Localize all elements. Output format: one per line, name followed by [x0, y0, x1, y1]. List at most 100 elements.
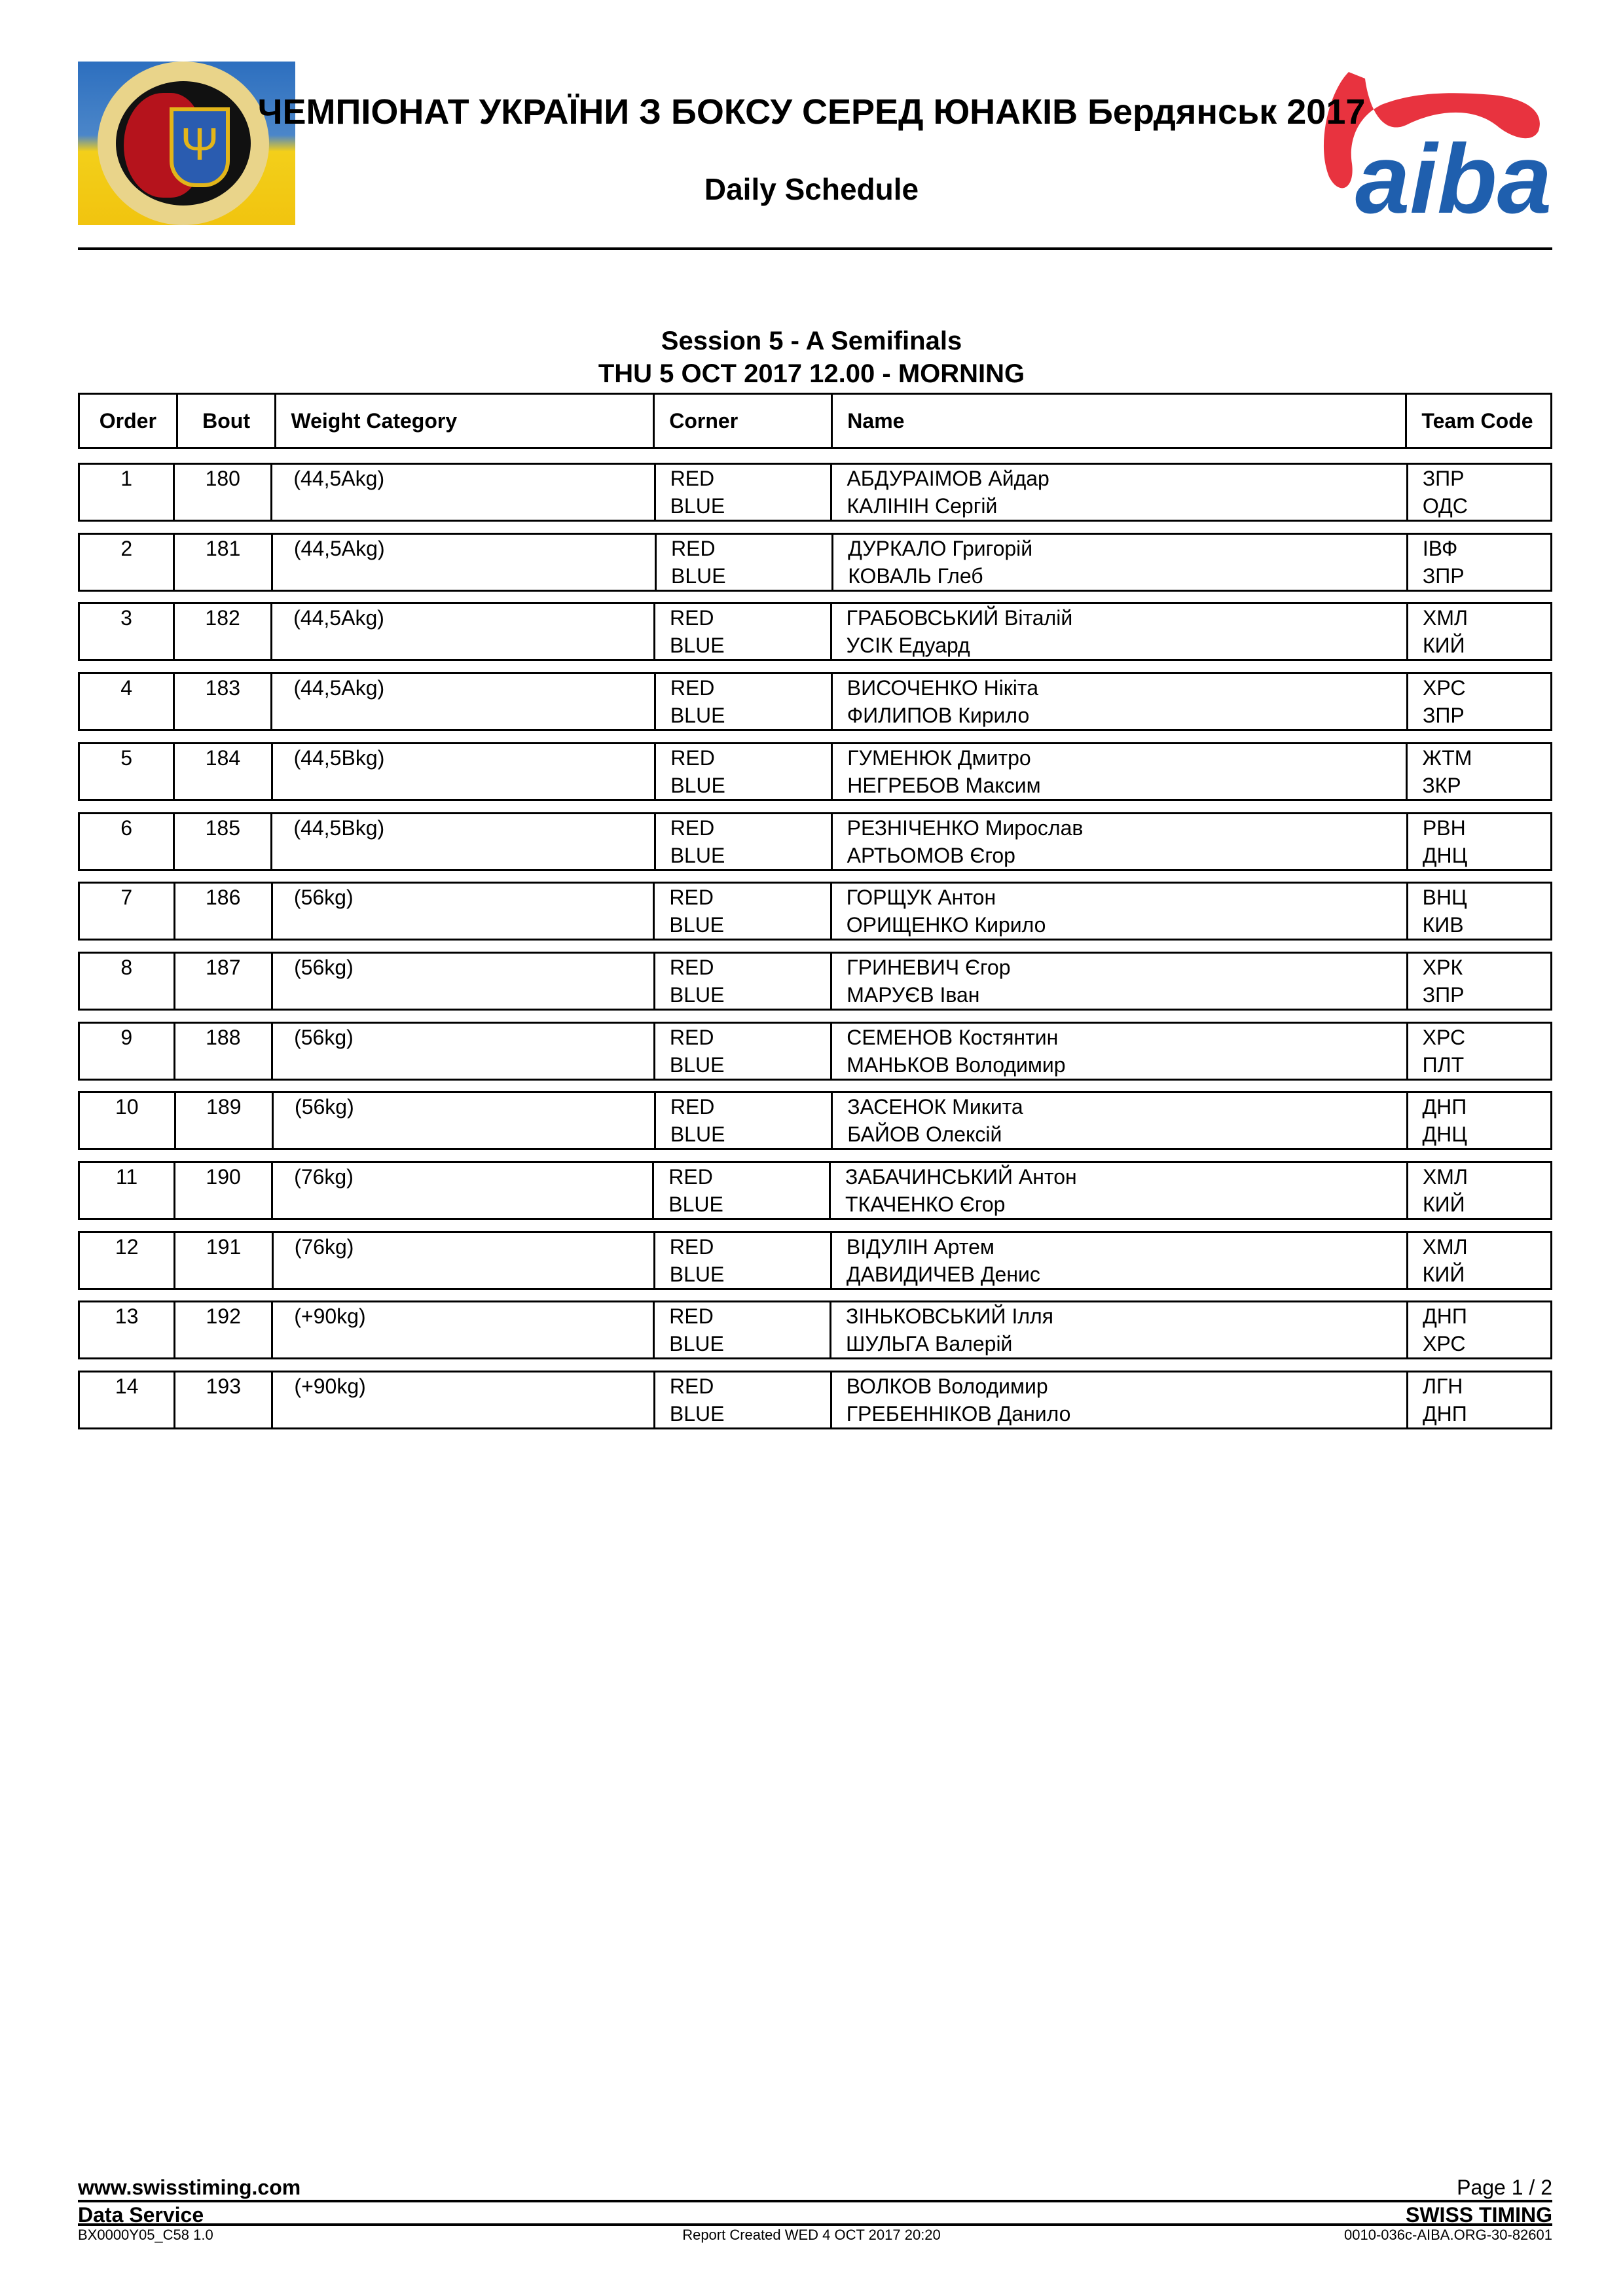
order-cell: 13 — [77, 1300, 176, 1360]
corner-blue: BLUE — [670, 843, 725, 867]
corner-red: RED — [669, 886, 714, 910]
website-link[interactable]: www.swisstiming.com — [78, 2176, 301, 2199]
blue-boxer-name: ШУЛЬГА Валерій — [846, 1332, 1013, 1356]
corner-blue: BLUE — [669, 982, 725, 1007]
blue-team-code: ЗПР — [1423, 704, 1465, 728]
corner-cell: RED BLUE — [654, 742, 833, 801]
weight-category: (56kg) — [295, 1095, 354, 1119]
bout-cell: 185 — [173, 812, 273, 871]
corner-blue: BLUE — [669, 1052, 725, 1077]
corner-cell: RED BLUE — [653, 1300, 832, 1360]
corner-blue: BLUE — [668, 1193, 723, 1216]
bout-row: 14 193 (+90kg) RED BLUE ВОЛКОВ Володимир Г… — [77, 1371, 1553, 1430]
document-id: 0010-036c-AIBA.ORG-30-82601 — [1344, 2227, 1552, 2243]
team-cell: ХМЛ КИЙ — [1406, 1230, 1553, 1290]
bout-number: 184 — [205, 745, 241, 770]
red-boxer-name: ВОЛКОВ Володимир — [846, 1374, 1048, 1399]
order-number: 13 — [115, 1304, 139, 1329]
weight-category: (56kg) — [294, 1025, 354, 1049]
red-team-code: ХМЛ — [1422, 606, 1468, 630]
red-boxer-name: ГРИНЕВИЧ Єгор — [847, 955, 1011, 979]
red-boxer-name: ГУМЕНЮК Дмитро — [847, 745, 1031, 770]
blue-team-code: ДНП — [1422, 1402, 1467, 1426]
red-boxer-name: СЕМЕНОВ Костянтин — [847, 1025, 1059, 1049]
corner-red: RED — [668, 1165, 713, 1189]
weight-category: (+90kg) — [294, 1374, 366, 1399]
blue-team-code: КИЙ — [1422, 1262, 1465, 1286]
corner-blue: BLUE — [670, 564, 726, 588]
weight-category: (44,5Akg) — [293, 536, 385, 560]
bout-row: 7 186 (56kg) RED BLUE ГОРЩУК Антон ОРИЩЕНК… — [78, 882, 1553, 941]
report-code: BX0000Y05_C58 1.0 — [78, 2227, 213, 2243]
bout-number: 193 — [206, 1374, 242, 1399]
team-cell: ДНП ДНЦ — [1406, 1091, 1552, 1151]
team-cell: ХРС ЗПР — [1406, 672, 1552, 732]
red-team-code: ЗПР — [1422, 467, 1465, 490]
bout-number: 185 — [205, 816, 240, 840]
bout-cell: 183 — [173, 672, 273, 732]
order-cell: 10 — [78, 1091, 176, 1151]
blue-team-code: ЗКР — [1422, 773, 1461, 797]
blue-team-code: ПЛТ — [1422, 1052, 1465, 1077]
order-cell: 14 — [77, 1371, 176, 1430]
red-team-code: РВН — [1422, 816, 1466, 840]
corner-red: RED — [669, 1025, 714, 1049]
name-cell: ГРАБОВСЬКИЙ Віталій УСІК Едуард — [830, 602, 1408, 662]
red-boxer-name: АБДУРАІМОВ Айдар — [847, 467, 1049, 490]
order-cell: 2 — [77, 532, 175, 592]
bout-row: 12 191 (76kg) RED BLUE ВІДУЛІН Артем ДАВИД… — [77, 1230, 1553, 1290]
corner-red: RED — [670, 676, 715, 700]
bout-cell: 181 — [173, 532, 273, 592]
order-number: 5 — [120, 745, 133, 770]
schedule-header: Order Bout Weight Category Corner Name T… — [78, 393, 1552, 449]
footer-divider — [78, 2223, 1552, 2226]
bout-number: 186 — [206, 886, 241, 910]
order-cell: 7 — [78, 882, 175, 941]
document-title: ЧЕМПІОНАТ УКРАЇНИ З БОКСУ СЕРЕД ЮНАКІВ Б… — [257, 92, 1366, 132]
blue-boxer-name: ДАВИДИЧЕВ Денис — [846, 1262, 1040, 1286]
corner-blue: BLUE — [670, 704, 725, 728]
red-boxer-name: ВИСОЧЕНКО Нікіта — [847, 676, 1038, 700]
order-cell: 9 — [78, 1021, 175, 1081]
name-cell: ЗІНЬКОВСЬКИЙ Ілля ШУЛЬГА Валерій — [830, 1300, 1409, 1360]
order-cell: 6 — [77, 812, 175, 871]
blue-boxer-name: БАЙОВ Олексій — [847, 1122, 1002, 1147]
order-number: 3 — [120, 606, 132, 630]
name-cell: ГУМЕНЮК Дмитро НЕГРЕБОВ Максим — [831, 742, 1408, 801]
blue-boxer-name: ТКАЧЕНКО Єгор — [845, 1193, 1006, 1216]
corner-cell: RED BLUE — [654, 532, 834, 592]
order-number: 8 — [120, 955, 133, 979]
corner-cell: RED BLUE — [653, 672, 833, 732]
corner-blue: BLUE — [669, 1402, 725, 1426]
ukrainian-boxing-federation-logo: Ψ — [78, 62, 295, 225]
weight-cell: (56kg) — [271, 1021, 655, 1081]
corner-blue: BLUE — [669, 1262, 725, 1286]
order-number: 12 — [115, 1234, 139, 1259]
blue-team-code: КИВ — [1422, 913, 1464, 937]
red-boxer-name: ДУРКАЛО Григорій — [848, 536, 1033, 560]
weight-category: (+90kg) — [294, 1304, 366, 1329]
blue-team-code: ХРС — [1423, 1332, 1466, 1356]
bout-row: 1 180 (44,5Akg) RED BLUE АБДУРАІМОВ Айдар… — [77, 463, 1553, 522]
footer-divider — [78, 2200, 1552, 2202]
order-number: 7 — [120, 886, 133, 910]
bout-row: 8 187 (56kg) RED BLUE ГРИНЕВИЧ Єгор МАРУЄВ… — [78, 951, 1553, 1011]
red-boxer-name: ЗІНЬКОВСЬКИЙ Ілля — [846, 1304, 1053, 1329]
header-weight: Weight Category — [274, 393, 655, 449]
blue-team-code: КИЙ — [1422, 634, 1465, 658]
weight-category: (56kg) — [294, 955, 354, 979]
name-cell: ЗАСЕНОК Микита БАЙОВ Олексій — [831, 1091, 1408, 1151]
team-cell: ЛГН ДНП — [1406, 1371, 1553, 1430]
header-order: Order — [78, 393, 178, 449]
corner-red: RED — [670, 816, 715, 840]
name-cell: ВИСОЧЕНКО Нікіта ФИЛИПОВ Кирило — [830, 672, 1409, 732]
weight-cell: (44,5Akg) — [270, 532, 657, 592]
blue-boxer-name: КОВАЛЬ Глеб — [848, 564, 983, 588]
red-team-code: ХМЛ — [1422, 1165, 1468, 1189]
corner-red: RED — [670, 467, 715, 490]
weight-cell: (44,5Bkg) — [270, 742, 657, 801]
weight-cell: (+90kg) — [271, 1300, 655, 1360]
bout-row: 9 188 (56kg) RED BLUE СЕМЕНОВ Костянтин МА… — [78, 1021, 1553, 1081]
red-boxer-name: ЗАБАЧИНСЬКИЙ Антон — [845, 1165, 1077, 1189]
bout-cell: 191 — [173, 1230, 274, 1290]
